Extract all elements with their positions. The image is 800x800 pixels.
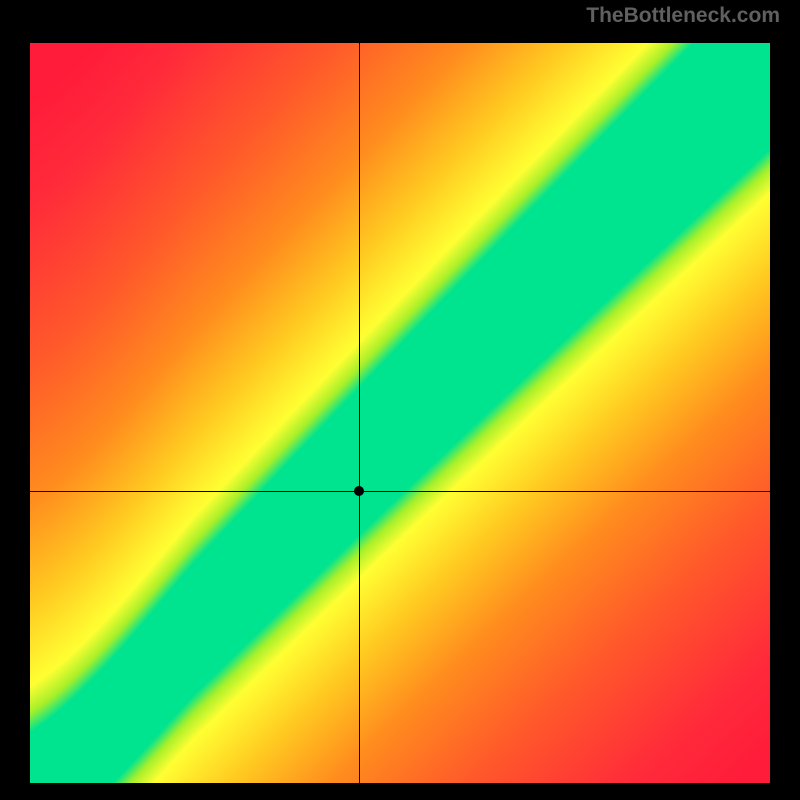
- crosshair-horizontal: [30, 491, 770, 492]
- plot-container: [0, 26, 800, 800]
- crosshair-vertical: [359, 43, 360, 783]
- heatmap-canvas: [30, 43, 770, 783]
- data-point-marker: [354, 486, 364, 496]
- attribution-text: TheBottleneck.com: [586, 4, 780, 27]
- attribution-bar: TheBottleneck.com: [0, 0, 800, 26]
- bottleneck-heatmap: [30, 43, 770, 783]
